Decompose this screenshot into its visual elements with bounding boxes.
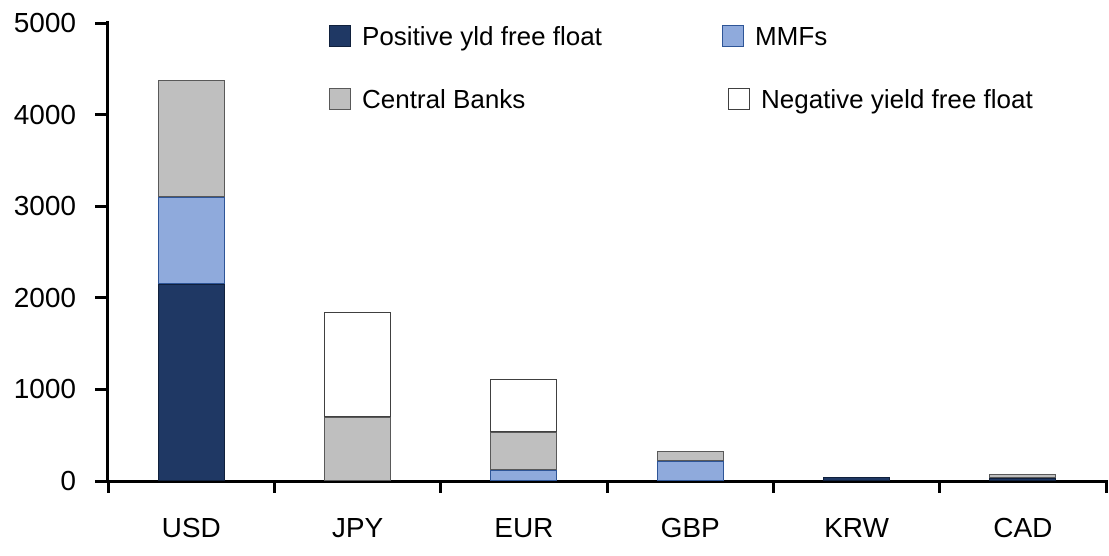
x-axis-category-label: USD: [161, 512, 221, 543]
y-axis-tick-label: 3000: [13, 190, 76, 222]
bar-segment-gbp-central-banks: [656, 450, 724, 461]
bar-segment-cad-positive-yld-free-float: [989, 478, 1057, 481]
bar-segment-usd-central-banks: [157, 79, 225, 198]
legend-label-central-banks: Central Banks: [362, 83, 526, 114]
x-axis-tick: [106, 480, 110, 493]
x-axis-category-label: CAD: [993, 512, 1053, 543]
x-axis-tick: [938, 480, 942, 493]
legend-swatch-negative-yield-free-float: [728, 88, 750, 110]
legend-item-positive-yld-free-float: Positive yld free float: [329, 21, 602, 51]
bar-segment-usd-positive-yld-free-float: [157, 284, 225, 481]
y-axis-tick: [95, 479, 107, 483]
bar-segment-eur-central-banks: [490, 431, 558, 470]
legend-label-mmfs: MMFs: [755, 20, 828, 51]
y-axis-tick: [95, 113, 107, 117]
x-axis-tick: [439, 480, 443, 493]
y-axis-tick-label: 5000: [13, 7, 76, 38]
x-axis-tick: [272, 480, 276, 493]
x-axis-tick: [605, 480, 609, 493]
bar-segment-eur-mmfs: [490, 470, 558, 481]
legend-label-negative-yield-free-float: Negative yield free float: [761, 83, 1033, 114]
legend-item-negative-yield-free-float: Negative yield free float: [728, 84, 1033, 114]
bar-segment-jpy-central-banks: [324, 416, 391, 481]
bar-segment-jpy-negative-yield-free-float: [324, 311, 391, 417]
y-axis-tick: [95, 204, 107, 208]
x-axis-category-label: JPY: [331, 512, 384, 543]
y-axis-tick: [95, 296, 107, 300]
bar-segment-eur-negative-yield-free-float: [490, 379, 558, 432]
legend-swatch-mmfs: [722, 25, 744, 47]
y-axis-tick-label: 2000: [13, 281, 76, 313]
bar-segment-krw-positive-yld-free-float: [823, 476, 890, 481]
x-axis-tick: [1104, 480, 1108, 493]
bar-segment-cad-central-banks: [989, 474, 1057, 479]
x-axis-category-label: KRW: [824, 512, 889, 543]
legend-item-mmfs: MMFs: [722, 21, 827, 51]
y-axis-tick-label: 4000: [13, 98, 76, 130]
x-axis-category-label: GBP: [660, 512, 720, 543]
bar-segment-usd-mmfs: [157, 197, 225, 285]
y-axis-tick-label: 0: [60, 465, 76, 496]
x-axis-tick: [771, 480, 775, 493]
y-axis-tick: [95, 387, 107, 391]
legend-item-central-banks: Central Banks: [329, 84, 525, 114]
legend-label-positive-yld-free-float: Positive yld free float: [362, 20, 602, 51]
legend-swatch-positive-yld-free-float: [329, 25, 351, 47]
legend-swatch-central-banks: [329, 88, 351, 110]
bar-segment-gbp-mmfs: [656, 460, 724, 481]
y-axis-line: [106, 21, 109, 483]
x-axis-category-label: EUR: [494, 512, 554, 543]
y-axis-tick-label: 1000: [13, 373, 76, 405]
y-axis-tick: [95, 21, 107, 25]
